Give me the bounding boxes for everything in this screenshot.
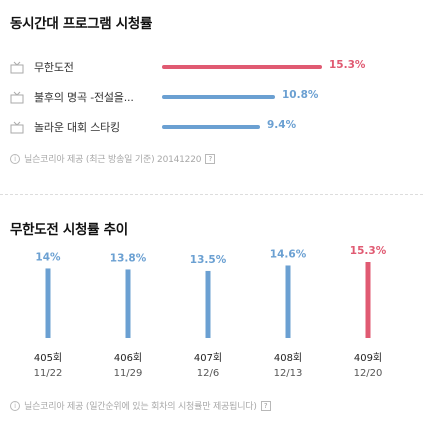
program-row[interactable]: 놀라운 대회 스타킹 9.4%: [10, 118, 415, 142]
trend-bar: [365, 262, 371, 338]
date-label: 12/20: [354, 368, 383, 379]
trend-bar: [205, 270, 211, 338]
trend-bar: [285, 265, 291, 338]
section-divider: [0, 194, 423, 195]
program-row[interactable]: 불후의 명곡 -전설을... 10.8%: [10, 88, 415, 112]
date-label: 12/13: [274, 368, 303, 379]
trend-value-label: 15.3%: [350, 245, 387, 257]
tv-icon: [10, 121, 24, 134]
program-row[interactable]: 무한도전 15.3%: [10, 58, 415, 82]
trend-value-label: 13.8%: [110, 252, 147, 264]
tv-icon: [10, 91, 24, 104]
program-name[interactable]: 불후의 명곡 -전설을...: [34, 91, 134, 104]
trend-source-text: 닐슨코리아 제공 (일간순위에 있는 회차의 시청률만 제공됩니다): [24, 402, 257, 412]
help-icon[interactable]: ?: [260, 400, 271, 411]
episode-label: 408회: [274, 352, 302, 364]
date-label: 11/29: [114, 368, 143, 379]
trend-chart: 14% 405회 11/22 13.8% 406회 11/29 13.5% 407회 12/6 1…: [34, 245, 387, 379]
trend-source: i 닐슨코리아 제공 (일간순위에 있는 회차의 시청률만 제공됩니다) ?: [10, 399, 271, 412]
info-icon: i: [10, 153, 20, 164]
trend-title: 무한도전 시청률 추이: [10, 222, 128, 238]
episode-label: 406회: [114, 352, 142, 364]
info-icon: i: [10, 400, 20, 411]
trend-bar: [45, 268, 51, 338]
ratings-source-text: 닐슨코리아 제공 (최근 방송일 기준) 20141220: [24, 155, 202, 165]
trend-value-label: 14.6%: [270, 248, 307, 260]
rating-value: 9.4%: [267, 119, 297, 131]
ratings-title: 동시간대 프로그램 시청률: [10, 16, 153, 32]
episode-label: 409회: [354, 352, 382, 364]
rating-bar: [162, 65, 322, 69]
rating-value: 10.8%: [282, 89, 319, 101]
ratings-source: i 닐슨코리아 제공 (최근 방송일 기준) 20141220 ?: [10, 152, 216, 165]
rating-bar: [162, 125, 260, 129]
episode-label: 407회: [194, 352, 222, 364]
help-icon[interactable]: ?: [205, 153, 216, 164]
trend-bar: [125, 269, 131, 338]
rating-bar: [162, 95, 275, 99]
date-label: 11/22: [34, 368, 63, 379]
program-name[interactable]: 무한도전: [34, 61, 74, 74]
episode-label: 405회: [34, 352, 62, 364]
tv-icon: [10, 61, 24, 74]
date-label: 12/6: [197, 368, 219, 379]
program-name[interactable]: 놀라운 대회 스타킹: [34, 121, 120, 134]
rating-value: 15.3%: [329, 59, 366, 71]
trend-value-label: 14%: [35, 251, 61, 263]
trend-value-label: 13.5%: [190, 254, 227, 266]
